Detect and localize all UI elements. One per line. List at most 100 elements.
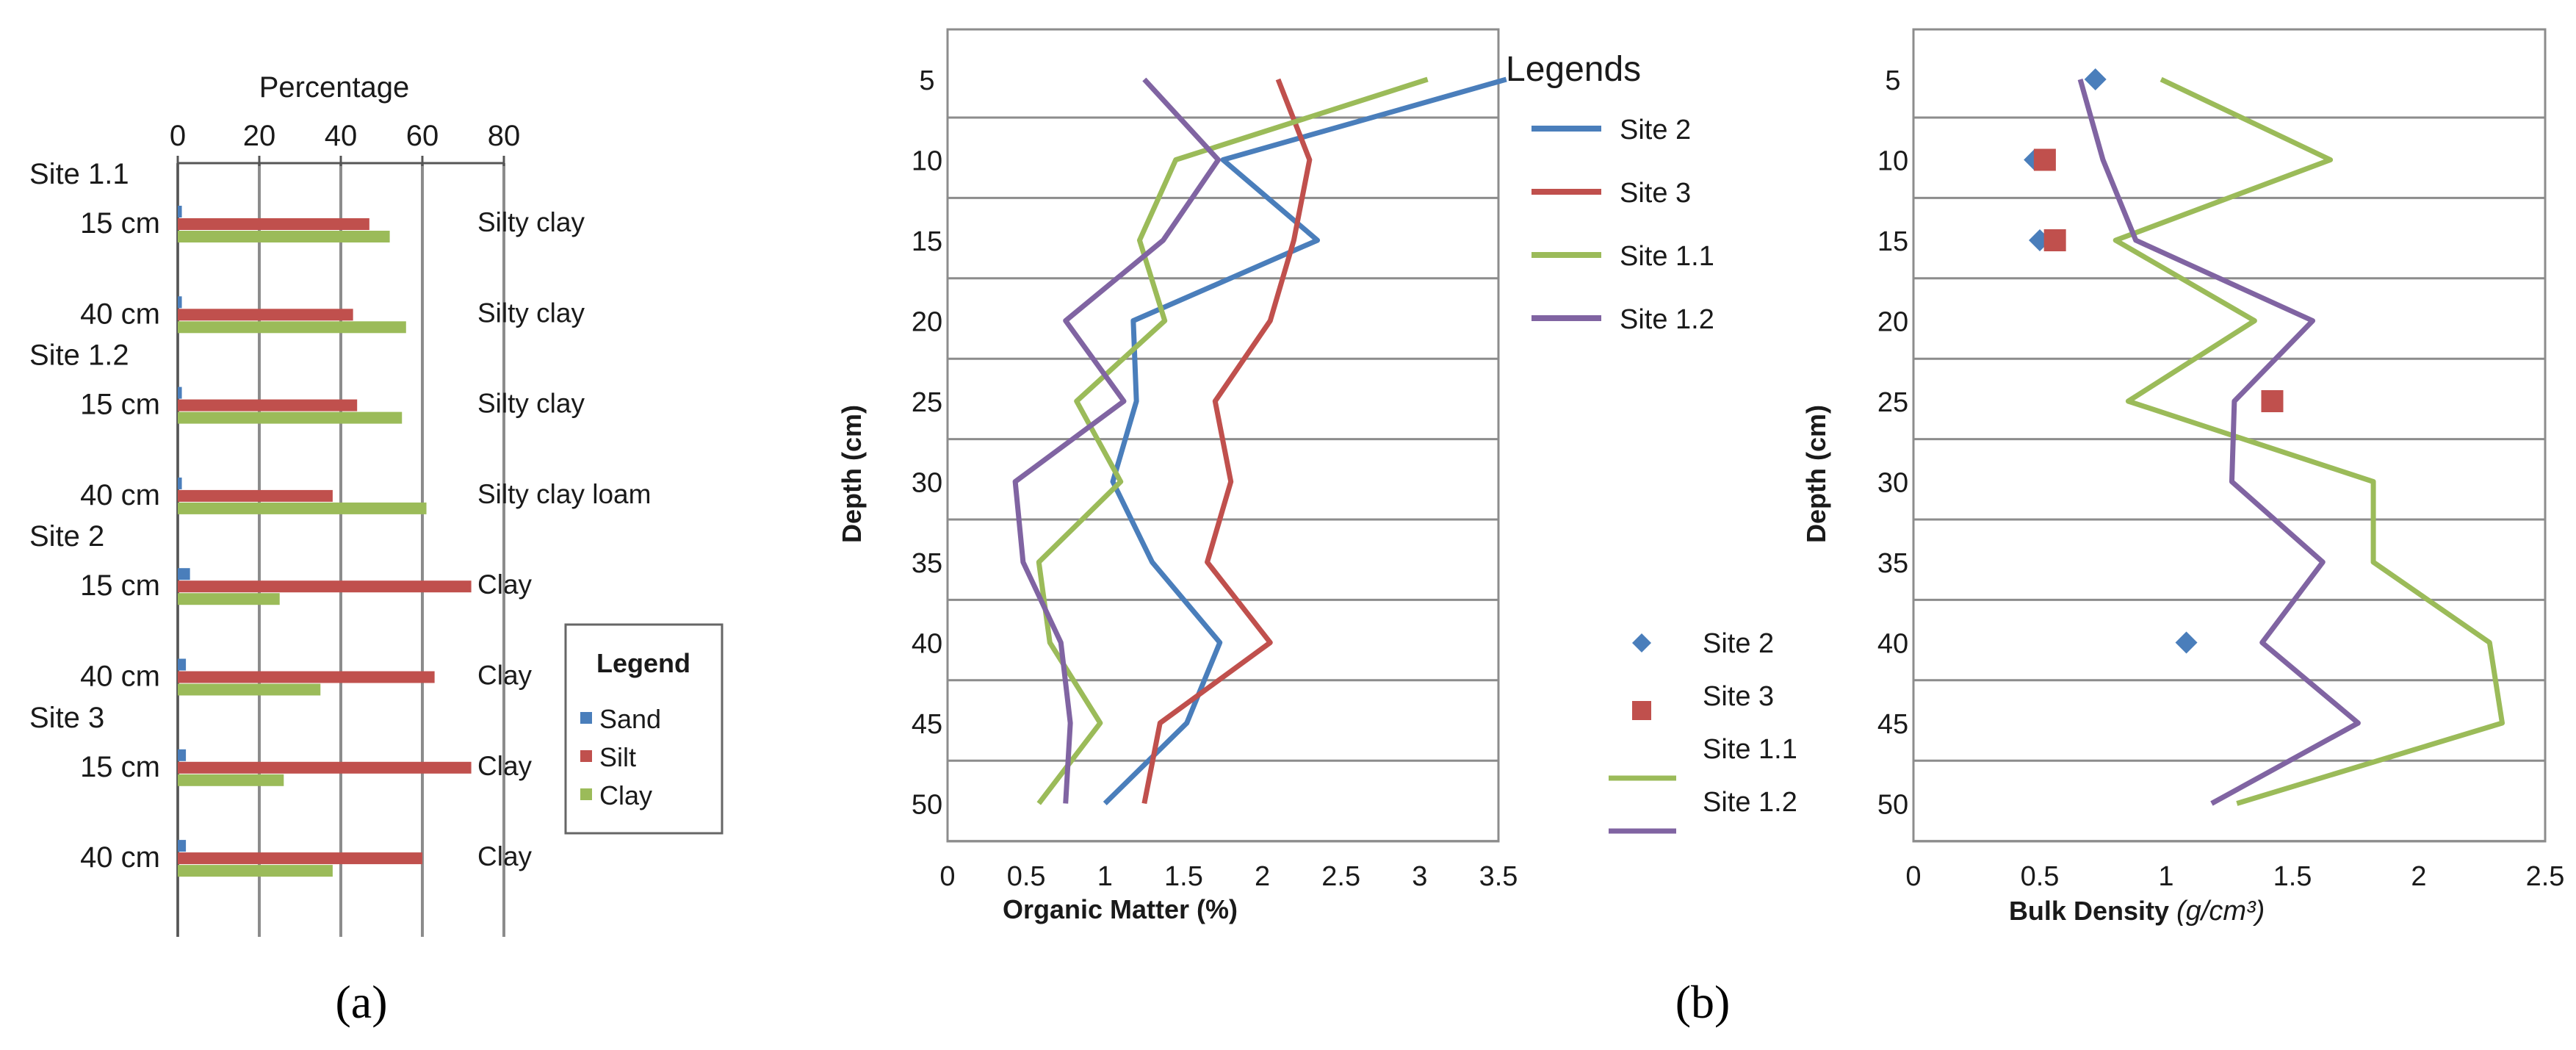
bar-clay — [178, 593, 280, 605]
texture-label: Silty clay — [477, 207, 585, 237]
series-line-site-1.2 — [1012, 77, 1222, 804]
bar-silt — [178, 399, 358, 411]
series-line-site-2 — [1103, 76, 1507, 805]
y-tick-label: 15 — [1877, 226, 1908, 257]
site-label: Site 1.1 — [29, 158, 129, 190]
legend-swatch — [580, 788, 592, 800]
row-depth-label: 15 cm — [80, 751, 160, 783]
texture-label: Clay — [477, 569, 533, 600]
x-tick-label: 1 — [1097, 861, 1113, 892]
bar-clay — [178, 502, 427, 514]
y-tick-label: 10 — [912, 146, 942, 177]
bar-clay — [178, 683, 321, 696]
row-depth-label: 15 cm — [80, 207, 160, 240]
x-tick-label: 0 — [170, 120, 186, 152]
y-tick-label: 45 — [1877, 709, 1908, 740]
x-tick-label: 20 — [243, 120, 276, 152]
bar-silt — [178, 489, 333, 502]
y-tick-label: 50 — [912, 790, 942, 821]
data-point-square — [2033, 148, 2056, 171]
y-tick-label: 25 — [912, 387, 942, 418]
legend-label: Site 3 — [1703, 681, 1774, 712]
bulk-density-chart: 5 10 15 20 25 30 35 40 45 50 0 0.5 1 1.5 2 2.5 Bulk Den… — [1609, 28, 2565, 927]
x-tick-label: 0 — [1905, 861, 1921, 892]
legend-marker — [1632, 633, 1651, 652]
texture-label: Clay — [477, 661, 533, 691]
legend: Legend Sand Silt Clay — [564, 623, 724, 835]
x-tick-label: 3 — [1412, 861, 1427, 892]
site-label: Site 3 — [29, 702, 104, 734]
x-tick-label: 80 — [488, 120, 521, 152]
y-tick-label: 20 — [1877, 307, 1908, 338]
y-tick-label: 30 — [912, 468, 942, 499]
bar-sand — [178, 386, 182, 399]
y-tick-label: 30 — [1877, 468, 1908, 499]
bar-silt — [178, 761, 472, 774]
panel-label-b: (b) — [1675, 976, 1731, 1028]
bar-silt — [178, 218, 369, 230]
bar-clay — [178, 411, 403, 424]
panel-label-a: (a) — [335, 976, 387, 1028]
organic-matter-chart: 5 10 15 20 25 30 35 40 45 50 0 0.5 1 1.5 2 2.5 3 3.5 Orga… — [837, 28, 1714, 924]
bar-sand — [178, 206, 182, 217]
texture-label: Silty clay loam — [477, 479, 651, 509]
row-depth-label: 40 cm — [80, 479, 160, 511]
x-tick-label: 0 — [939, 861, 955, 892]
bar-clay — [178, 865, 333, 877]
legend-title: Legend — [596, 648, 690, 678]
site-label: Site 2 — [29, 520, 104, 553]
series-line-site-3 — [1141, 78, 1313, 805]
legend-swatch — [580, 712, 592, 724]
bar-silt — [178, 309, 353, 321]
y-tick-label: 5 — [1885, 65, 1900, 96]
legend: Site 2 Site 3 Site 1.1 Site 1.2 — [1609, 628, 1797, 834]
y-tick-label: 5 — [919, 65, 934, 96]
texture-label: Clay — [477, 841, 533, 871]
data-point-square — [2261, 390, 2284, 412]
y-tick-label: 50 — [1877, 790, 1908, 821]
y-tick-label: 25 — [1877, 387, 1908, 418]
series-line-site-1.1 — [2113, 76, 2505, 806]
y-tick-label: 35 — [1877, 548, 1908, 579]
x-axis-label: Organic Matter (%) — [1003, 894, 1238, 924]
legend-marker — [1632, 701, 1651, 720]
bar-sand — [178, 749, 187, 761]
data-point-square — [2043, 229, 2066, 251]
y-tick-label: 15 — [912, 226, 942, 257]
legend-title: Legends — [1506, 50, 1641, 89]
x-tick-label: 1 — [2158, 861, 2173, 892]
bar-silt — [178, 852, 422, 865]
row-depth-label: 15 cm — [80, 569, 160, 602]
x-tick-label: 3.5 — [1479, 861, 1518, 892]
x-tick-label: 0.5 — [2021, 861, 2060, 892]
bar-clay — [178, 774, 284, 786]
y-tick-label: 45 — [912, 709, 942, 740]
y-tick-label: 35 — [912, 548, 942, 579]
texture-label: Silty clay — [477, 389, 585, 419]
legend-swatch — [580, 750, 592, 762]
legend-label: Sand — [599, 704, 661, 734]
y-tick-label: 10 — [1877, 146, 1908, 177]
series-line-site-1.2 — [2077, 79, 2361, 806]
site-label: Site 1.2 — [29, 339, 129, 372]
x-axis-label: Bulk Density — [2009, 896, 2169, 926]
bar-sand — [178, 568, 190, 580]
x-tick-label: 2 — [1255, 861, 1270, 892]
legend-label: Site 2 — [1620, 115, 1691, 145]
x-tick-label: 2.5 — [2526, 861, 2565, 892]
legend-label: Silt — [599, 742, 636, 772]
x-tick-label: 40 — [325, 120, 358, 152]
data-point-diamond — [2175, 631, 2198, 654]
texture-label: Clay — [477, 751, 533, 781]
x-axis-unit: (g/cm³) — [2176, 896, 2265, 927]
legend-label: Site 2 — [1703, 628, 1774, 659]
x-tick-label: 2.5 — [1321, 861, 1360, 892]
bar-silt — [178, 671, 435, 683]
texture-label: Silty clay — [477, 298, 585, 328]
legend-label: Site 1.2 — [1703, 787, 1797, 818]
row-depth-label: 40 cm — [80, 298, 160, 330]
y-axis-label: Depth (cm) — [837, 405, 867, 543]
row-depth-label: 40 cm — [80, 661, 160, 693]
texture-bar-chart: Percentage 0 20 40 60 80 15 cm Silty clay Site… — [29, 71, 724, 937]
